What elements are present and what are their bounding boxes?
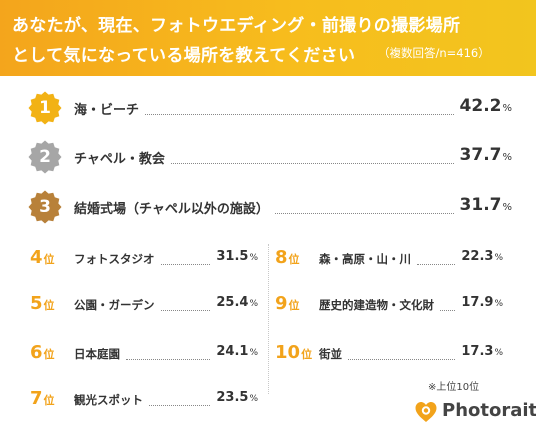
rank-row: 8位 森・高原・山・川 22.3% xyxy=(275,245,503,271)
rank-digit: 7 xyxy=(30,388,43,409)
rank-number: 4位 xyxy=(30,247,55,268)
medal-badge-gold: 1 xyxy=(28,91,62,125)
percent-sign: % xyxy=(494,299,503,309)
rank-label: チャペル・教会 xyxy=(74,152,165,167)
value-number: 37.7 xyxy=(459,145,502,165)
rank-label: 結婚式場（チャペル以外の施設） xyxy=(74,202,269,217)
medal-badge-bronze: 3 xyxy=(28,190,62,224)
rank-suffix: 位 xyxy=(301,348,313,361)
page-title-line-2: として気になっている場所を教えてください xyxy=(12,46,356,66)
rank-value: 23.5% xyxy=(216,390,258,405)
percent-sign: % xyxy=(502,202,512,213)
rank-number: 8位 xyxy=(275,247,300,268)
rank-number: 6位 xyxy=(30,342,55,363)
rank-value: 17.3% xyxy=(461,344,503,359)
medal-seal-icon xyxy=(28,190,62,224)
rank-value: 17.9% xyxy=(461,295,503,310)
value-number: 22.3 xyxy=(461,249,494,264)
rank-label: 森・高原・山・川 xyxy=(319,252,411,266)
value-number: 25.4 xyxy=(216,295,249,310)
rank-row: 10位 街並 17.3% xyxy=(275,340,503,366)
value-number: 31.5 xyxy=(216,249,249,264)
rank-value: 25.4% xyxy=(216,295,258,310)
rank-row: 4位 フォトスタジオ 31.5% xyxy=(30,245,258,271)
rank-suffix: 位 xyxy=(288,299,300,312)
rank-row: 5位 公園・ガーデン 25.4% xyxy=(30,291,258,317)
rank-digit: 5 xyxy=(30,293,43,314)
page-title-line-1: あなたが、現在、フォトウエディング・前撮りの撮影場所 xyxy=(12,16,461,36)
rank-suffix: 位 xyxy=(43,348,55,361)
percent-sign: % xyxy=(249,394,258,404)
value-number: 17.9 xyxy=(461,295,494,310)
rank-label: 海・ビーチ xyxy=(74,103,140,118)
rank-suffix: 位 xyxy=(43,253,55,266)
value-number: 42.2 xyxy=(459,96,502,116)
rank-row: 7位 観光スポット 23.5% xyxy=(30,386,258,412)
leader-dots xyxy=(348,359,455,360)
leader-dots xyxy=(145,114,454,115)
rank-label: 公園・ガーデン xyxy=(74,298,155,312)
rank-value: 31.5% xyxy=(216,249,258,264)
percent-sign: % xyxy=(502,103,512,114)
brand-name: Photorait xyxy=(442,400,536,421)
rank-suffix: 位 xyxy=(288,253,300,266)
value-number: 23.5 xyxy=(216,390,249,405)
heart-camera-icon xyxy=(415,402,437,422)
value-number: 31.7 xyxy=(459,195,502,215)
rank-digit: 9 xyxy=(275,293,288,314)
rank-digit: 6 xyxy=(30,342,43,363)
leader-dots xyxy=(171,163,454,164)
rank-label: フォトスタジオ xyxy=(74,252,155,266)
leader-dots xyxy=(440,310,455,311)
leader-dots xyxy=(161,310,210,311)
top-rank-row: 2 チャペル・教会 37.7% xyxy=(28,140,512,176)
leader-dots xyxy=(275,213,454,214)
value-number: 17.3 xyxy=(461,344,494,359)
rank-row: 9位 歴史的建造物・文化財 17.9% xyxy=(275,291,503,317)
medal-seal-icon xyxy=(28,140,62,174)
top-rank-row: 1 海・ビーチ 42.2% xyxy=(28,91,512,127)
footnote: ※上位10位 xyxy=(428,382,480,393)
header-banner: あなたが、現在、フォトウエディング・前撮りの撮影場所 として気になっている場所を… xyxy=(0,0,536,76)
leader-dots xyxy=(126,359,210,360)
top-rank-row: 3 結婚式場（チャペル以外の施設） 31.7% xyxy=(28,190,512,226)
rank-value: 42.2% xyxy=(460,96,512,116)
medal-badge-silver: 2 xyxy=(28,140,62,174)
rank-suffix: 位 xyxy=(43,394,55,407)
sample-size-note: （複数回答/n=416） xyxy=(378,46,490,60)
rank-value: 31.7% xyxy=(460,195,512,215)
rank-digit: 8 xyxy=(275,247,288,268)
percent-sign: % xyxy=(249,253,258,263)
rank-number: 9位 xyxy=(275,293,300,314)
percent-sign: % xyxy=(249,299,258,309)
value-number: 24.1 xyxy=(216,344,249,359)
rank-number: 7位 xyxy=(30,388,55,409)
rank-label: 日本庭園 xyxy=(74,347,120,361)
leader-dots xyxy=(417,264,455,265)
rank-row: 6位 日本庭園 24.1% xyxy=(30,340,258,366)
rank-number: 1 xyxy=(39,98,51,118)
percent-sign: % xyxy=(494,348,503,358)
percent-sign: % xyxy=(494,253,503,263)
leader-dots xyxy=(149,405,210,406)
column-divider xyxy=(268,244,269,394)
rank-number: 2 xyxy=(39,147,51,167)
rank-suffix: 位 xyxy=(43,299,55,312)
rank-label: 街並 xyxy=(319,347,342,361)
rank-label: 観光スポット xyxy=(74,393,143,407)
rank-value: 37.7% xyxy=(460,145,512,165)
rank-digit: 10 xyxy=(275,342,301,363)
percent-sign: % xyxy=(249,348,258,358)
rank-number: 10位 xyxy=(275,342,312,363)
rank-value: 24.1% xyxy=(216,344,258,359)
rank-value: 22.3% xyxy=(461,249,503,264)
leader-dots xyxy=(161,264,210,265)
medal-seal-icon xyxy=(28,91,62,125)
rank-number: 3 xyxy=(39,197,51,217)
percent-sign: % xyxy=(502,152,512,163)
rank-number: 5位 xyxy=(30,293,55,314)
rank-digit: 4 xyxy=(30,247,43,268)
rank-label: 歴史的建造物・文化財 xyxy=(319,298,434,312)
